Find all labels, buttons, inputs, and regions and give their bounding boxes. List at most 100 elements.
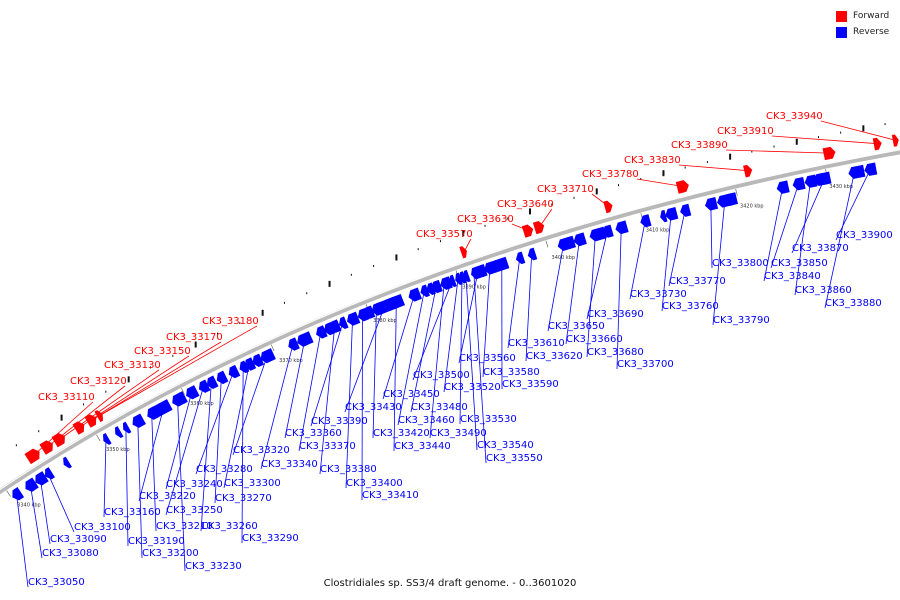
leader-line bbox=[16, 494, 29, 588]
backbone-dot bbox=[38, 430, 40, 433]
leader-line bbox=[459, 277, 463, 425]
leader-line bbox=[223, 364, 250, 489]
gene-label: CK3_33860 bbox=[795, 285, 852, 296]
leader-line bbox=[586, 235, 596, 358]
backbone-dot bbox=[306, 292, 308, 295]
backbone-dot bbox=[60, 414, 63, 421]
legend-reverse: Reverse bbox=[836, 24, 892, 40]
leader-line bbox=[482, 268, 491, 378]
reverse-gene bbox=[252, 353, 265, 367]
backbone-dot bbox=[105, 390, 107, 393]
reverse-gene bbox=[346, 311, 361, 326]
backbone-dot bbox=[617, 184, 619, 187]
backbone-dot bbox=[551, 203, 553, 206]
gene-label: CK3_33900 bbox=[836, 230, 893, 241]
gene-label: CK3_33130 bbox=[104, 360, 161, 371]
gene-label: CK3_33090 bbox=[50, 534, 107, 545]
reverse-gene bbox=[445, 276, 453, 289]
reverse-gene bbox=[383, 296, 400, 312]
reverse-gene bbox=[813, 173, 825, 186]
gene-label: CK3_33400 bbox=[346, 478, 403, 489]
leader-line bbox=[319, 326, 336, 475]
gene-label: CK3_33770 bbox=[669, 276, 726, 287]
backbone-dot bbox=[194, 341, 197, 348]
gene-label: CK3_33270 bbox=[215, 493, 272, 504]
reverse-gene bbox=[244, 357, 257, 371]
leader-line bbox=[372, 309, 377, 439]
leader-line bbox=[412, 281, 453, 381]
gene-label: CK3_33520 bbox=[444, 382, 501, 393]
leader-line bbox=[393, 302, 397, 452]
backbone-dot bbox=[684, 166, 686, 169]
legend-forward: Forward bbox=[836, 8, 892, 24]
gene-label: CK3_33460 bbox=[398, 415, 455, 426]
gene-label: CK3_33590 bbox=[502, 379, 559, 390]
backbone-dot bbox=[172, 354, 174, 357]
gene-label: CK3_33850 bbox=[771, 258, 828, 269]
reverse-gene bbox=[363, 305, 376, 319]
leader-line bbox=[443, 279, 459, 393]
backbone-dot bbox=[328, 280, 331, 287]
axis-tick bbox=[545, 240, 549, 248]
gene-label: CK3_33690 bbox=[587, 309, 644, 320]
leader-line bbox=[616, 227, 622, 370]
backbone-dot bbox=[150, 366, 152, 369]
genome-backbone bbox=[0, 149, 900, 495]
gene-label: CK3_33650 bbox=[548, 321, 605, 332]
map-caption: Clostridiales sp. SS3/4 draft genome. - … bbox=[323, 578, 577, 589]
gene-label: CK3_33760 bbox=[662, 301, 719, 312]
reverse-gene bbox=[705, 197, 719, 211]
gene-label: CK3_33110 bbox=[38, 392, 95, 403]
backbone-dot bbox=[239, 322, 241, 325]
backbone-dot bbox=[350, 273, 352, 276]
gene-label: CK3_33210 bbox=[156, 521, 213, 532]
gene-label: CK3_33190 bbox=[128, 536, 185, 547]
backbone-dot bbox=[417, 248, 419, 251]
reverse-gene bbox=[288, 337, 300, 351]
backbone-dot bbox=[506, 217, 508, 220]
gene-label: CK3_33580 bbox=[483, 367, 540, 378]
gene-label: CK3_33530 bbox=[460, 414, 517, 425]
reverse-gene bbox=[455, 272, 463, 285]
genome-backbone-highlight bbox=[0, 149, 900, 491]
backbone-dot bbox=[529, 208, 532, 215]
reverse-gene bbox=[864, 162, 878, 176]
reverse-gene bbox=[459, 271, 467, 284]
gene-label: CK3_33880 bbox=[825, 298, 882, 309]
leader-line bbox=[771, 135, 878, 145]
leader-line bbox=[763, 187, 783, 282]
gene-label: CK3_33160 bbox=[104, 507, 161, 518]
forward-gene bbox=[872, 137, 882, 151]
reverse-gene bbox=[357, 307, 370, 322]
reverse-gene bbox=[338, 316, 349, 330]
gene-label: CK3_33290 bbox=[242, 533, 299, 544]
reverse-swatch bbox=[836, 26, 847, 38]
forward-gene bbox=[675, 180, 689, 194]
reverse-gene bbox=[63, 456, 72, 469]
axis-tick-label: 3390 kbp bbox=[462, 284, 486, 290]
gene-label: CK3_33570 bbox=[416, 229, 473, 240]
leader-line bbox=[232, 356, 268, 456]
leader-line bbox=[91, 341, 222, 421]
backbone-dot bbox=[840, 131, 842, 134]
backbone-dot bbox=[395, 254, 398, 261]
gene-label: CK3_33080 bbox=[42, 548, 99, 559]
reverse-gene bbox=[177, 391, 188, 404]
gene-label: CK3_33390 bbox=[311, 416, 368, 427]
gene-label: CK3_33150 bbox=[134, 346, 191, 357]
forward-gene bbox=[743, 164, 753, 178]
forward-gene bbox=[521, 224, 534, 238]
gene-labels: CK3_33110 CK3_33120 CK3_33130 CK3_33150 CK3_… bbox=[28, 111, 893, 588]
leader-line bbox=[725, 149, 830, 154]
axis-tick-label: 3340 kbp bbox=[17, 502, 41, 508]
backbone-dot bbox=[439, 240, 441, 243]
backbone-dot bbox=[127, 376, 130, 383]
leader-line bbox=[835, 169, 871, 241]
gene-label: CK3_33250 bbox=[166, 505, 223, 516]
axis-tick bbox=[270, 344, 275, 352]
backbone-dot bbox=[862, 125, 865, 132]
leader-line bbox=[165, 393, 192, 490]
reverse-gene bbox=[660, 209, 668, 223]
gene-label: CK3_33800 bbox=[712, 258, 769, 269]
